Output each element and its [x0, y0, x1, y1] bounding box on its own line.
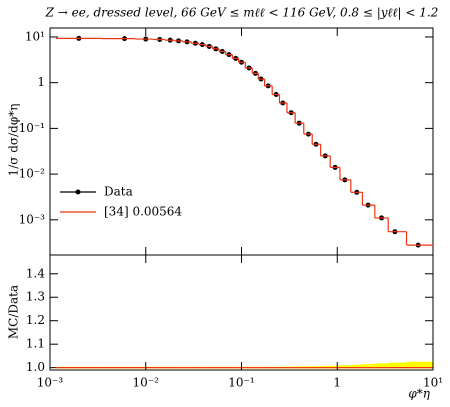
uncertainty-band [374, 363, 389, 369]
y-tick-label: 1.3 [26, 290, 45, 304]
uncertainty-band [339, 365, 351, 369]
legend-marker [75, 189, 81, 195]
legend-label: [34] 0.00564 [104, 205, 182, 219]
uncertainty-band [362, 364, 375, 369]
y-tick-label: 10¹ [25, 29, 45, 43]
legend-label: Data [104, 185, 133, 199]
y-axis-label: 1/σ dσ/dφ*η [7, 104, 21, 177]
uncertainty-band [350, 364, 363, 369]
x-tick-label: 1 [333, 376, 341, 390]
y-tick-label: 10⁻³ [19, 212, 46, 226]
x-tick-label: 10¹ [423, 376, 443, 390]
x-tick-label: 10⁻¹ [228, 376, 254, 390]
y-tick-label: 1.0 [26, 360, 45, 374]
uncertainty-band [406, 361, 433, 369]
chart-title: Z → ee, dressed level, 66 GeV ≤ mℓℓ < 11… [45, 6, 439, 20]
ratio-frame [49, 254, 434, 371]
y-tick-label: 1.4 [26, 266, 45, 280]
ratio-y-label: MC/Data [7, 285, 21, 339]
uncertainty-band [388, 362, 407, 369]
y-tick-label: 1 [37, 75, 45, 89]
y-tick-label: 1.2 [26, 313, 45, 327]
y-tick-label: 10⁻² [19, 167, 46, 181]
y-tick-label: 1.1 [26, 337, 45, 351]
x-axis-label: φ*η [408, 387, 430, 401]
y-tick-label: 10⁻¹ [19, 121, 45, 135]
x-tick-label: 10⁻³ [37, 376, 64, 390]
x-tick-label: 10⁻² [133, 376, 160, 390]
